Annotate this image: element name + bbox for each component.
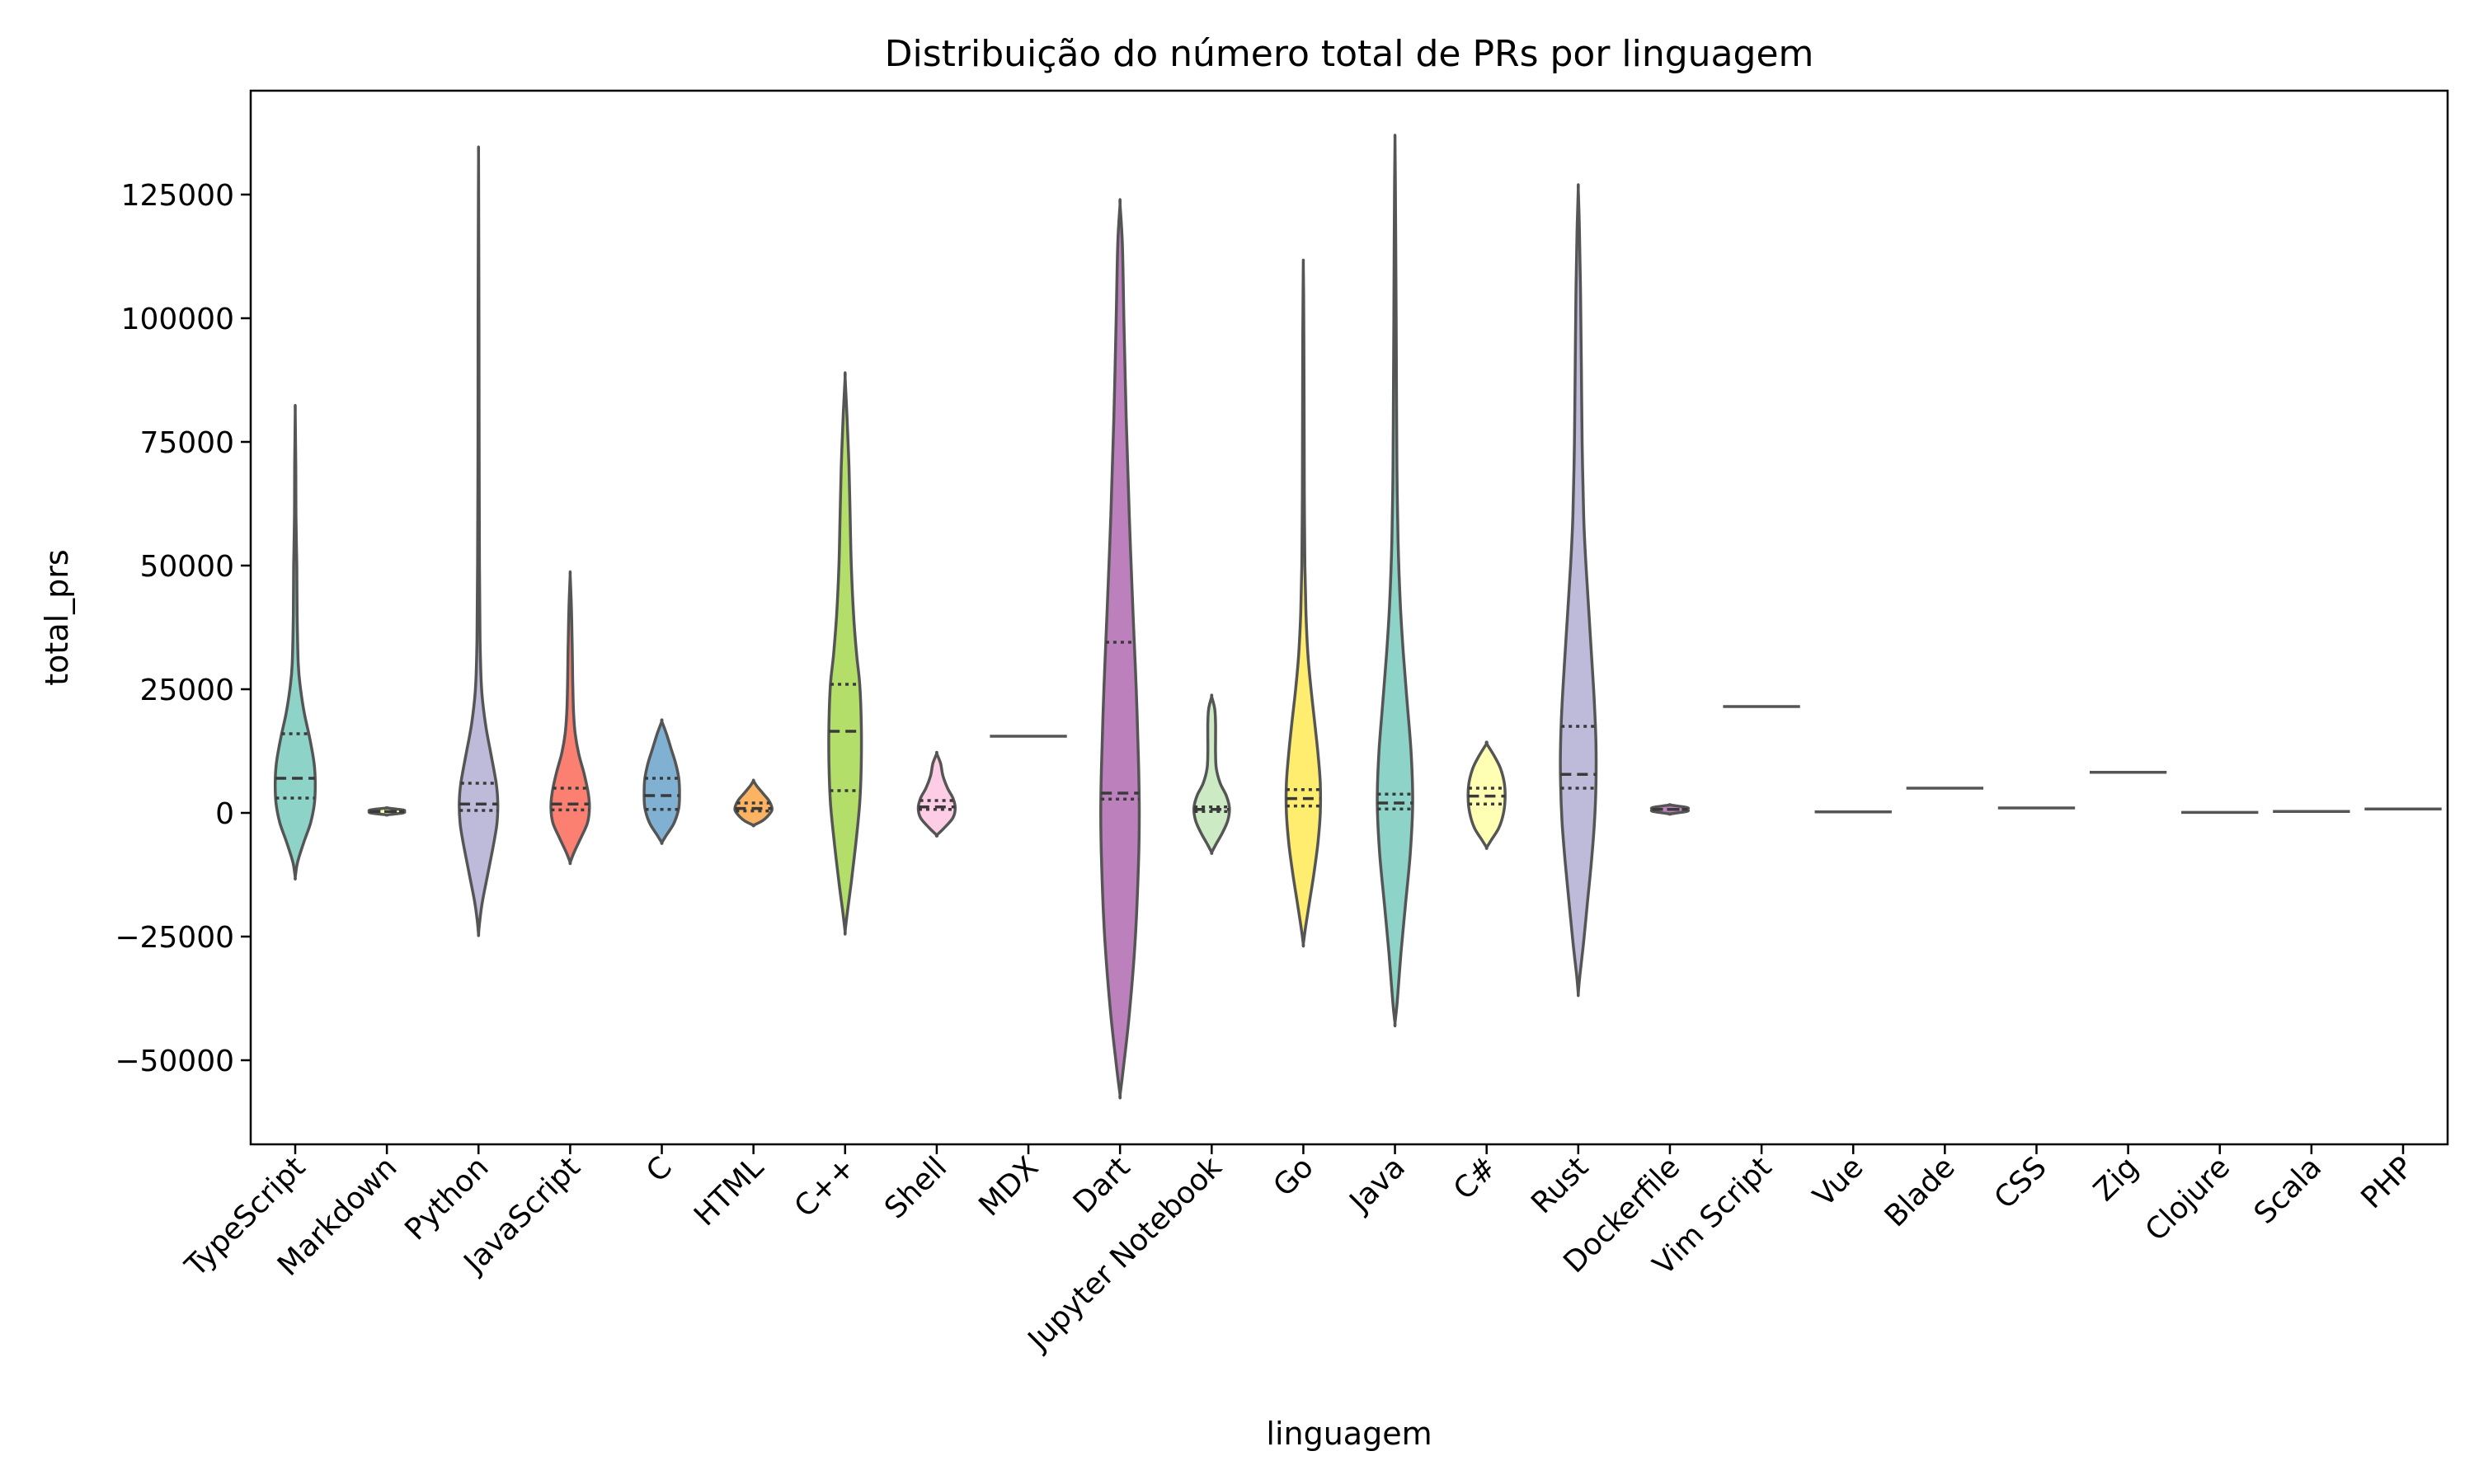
y-axis-label: total_prs (39, 549, 75, 685)
y-tick-label: −25000 (115, 921, 234, 955)
x-axis-label: linguagem (1266, 1416, 1432, 1452)
chart-title: Distribuição do número total de PRs por … (885, 33, 1814, 75)
y-axis-ticks: −50000 −25000 0 25000 50000 75000 100000 125000 (115, 179, 251, 1078)
y-tick-label: 75000 (139, 426, 234, 460)
violin-shell (916, 750, 957, 838)
quartile-lines (275, 641, 1688, 813)
violin-typescript (273, 404, 317, 881)
violin-dart (1099, 198, 1141, 1100)
plot-frame (249, 89, 2449, 1146)
violin-c (642, 718, 681, 845)
y-tick-label: 125000 (121, 179, 234, 213)
y-tick-label: 50000 (139, 550, 234, 584)
violin-jupyter-notebook (1192, 693, 1231, 855)
violin-javascript (549, 570, 591, 866)
violin-rust (1559, 183, 1598, 998)
y-tick-label: 25000 (139, 674, 234, 707)
y-tick-label: 0 (215, 797, 234, 831)
violin-go (1284, 258, 1323, 948)
y-tick-label: 100000 (121, 303, 234, 336)
violin-python (458, 145, 500, 937)
y-tick-label: −50000 (115, 1045, 234, 1078)
violin-c- (827, 371, 863, 936)
